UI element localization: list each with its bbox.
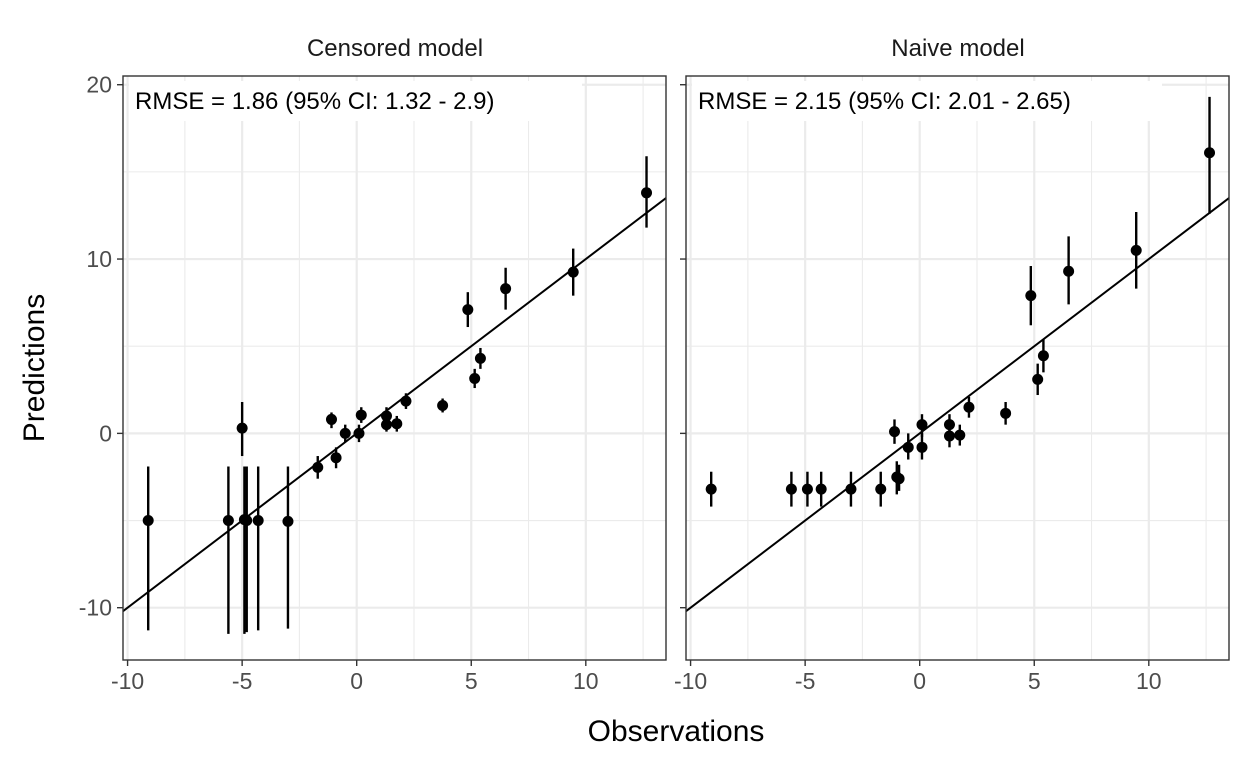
x-axis-title: Observations — [588, 715, 765, 748]
data-point — [391, 418, 403, 430]
data-point — [339, 427, 351, 439]
y-axis-title: Predictions — [18, 294, 51, 442]
data-point — [1025, 290, 1037, 302]
rmse-annotation: RMSE = 2.15 (95% CI: 2.01 - 2.65) — [698, 88, 1071, 115]
identity-line — [685, 197, 1230, 612]
x-tick-label: 0 — [350, 668, 363, 694]
data-point — [902, 441, 914, 453]
data-point — [943, 430, 955, 442]
data-point — [222, 515, 234, 527]
panel-censored-model: Censored model RMSE = 1.86 (95% CI: 1.32… — [79, 35, 667, 694]
data-point — [380, 419, 392, 431]
x-tick-label: 0 — [913, 668, 926, 694]
data-point — [641, 187, 653, 199]
data-point — [469, 372, 481, 384]
data-point — [916, 441, 928, 453]
y-tick-label: 10 — [86, 246, 112, 272]
data-point — [888, 426, 900, 438]
x-tick-label: -10 — [674, 668, 707, 694]
data-marks — [685, 96, 1230, 612]
data-point — [916, 419, 928, 431]
data-point — [801, 483, 813, 495]
annotation-background — [692, 81, 1162, 121]
data-point — [1037, 350, 1049, 362]
data-point — [325, 413, 337, 425]
data-point — [875, 483, 887, 495]
data-point — [1204, 147, 1216, 159]
data-point — [312, 461, 324, 473]
rmse-annotation: RMSE = 1.86 (95% CI: 1.32 - 2.9) — [135, 88, 495, 115]
x-tick-label: 10 — [1136, 668, 1162, 694]
x-tick-label: -10 — [111, 668, 144, 694]
y-tick-label: 0 — [99, 420, 112, 446]
data-point — [353, 427, 365, 439]
data-point — [474, 352, 486, 364]
data-point — [1063, 265, 1075, 277]
panel-title: Censored model — [307, 35, 483, 62]
y-tick-label: -10 — [79, 595, 112, 621]
data-point — [380, 410, 392, 422]
panel-border — [122, 75, 667, 661]
data-point — [705, 483, 717, 495]
data-point — [500, 283, 512, 295]
panel-naive-model: Naive model RMSE = 2.15 (95% CI: 2.01 - … — [674, 35, 1230, 694]
data-point — [1000, 407, 1012, 419]
axis-ticks: -10 -5 0 5 10 — [674, 84, 1162, 694]
data-marks — [122, 156, 667, 634]
data-point — [954, 429, 966, 441]
data-point — [142, 515, 154, 527]
x-tick-label: -5 — [795, 668, 815, 694]
data-point — [567, 266, 579, 278]
data-point — [893, 473, 905, 485]
data-point — [282, 515, 294, 527]
axis-ticks: -10 -5 0 5 10 -10 0 10 20 — [79, 72, 599, 694]
x-tick-label: -5 — [232, 668, 252, 694]
data-point — [355, 409, 367, 421]
x-tick-label: 5 — [1028, 668, 1041, 694]
data-point — [1130, 244, 1142, 256]
data-point — [1032, 373, 1044, 385]
data-point — [963, 401, 975, 413]
data-point — [462, 304, 474, 316]
panel-title: Naive model — [891, 35, 1024, 62]
data-point — [437, 399, 449, 411]
data-point — [785, 483, 797, 495]
panel-border — [685, 75, 1230, 661]
x-tick-label: 10 — [573, 668, 599, 694]
data-point — [236, 422, 248, 434]
data-point — [815, 483, 827, 495]
grid — [686, 76, 1229, 660]
data-point — [330, 452, 342, 464]
grid — [123, 76, 666, 660]
identity-line — [122, 197, 667, 612]
data-point — [845, 483, 857, 495]
data-point — [241, 515, 253, 527]
data-point — [400, 395, 412, 407]
data-point — [252, 515, 264, 527]
x-tick-label: 5 — [465, 668, 478, 694]
annotation-background — [129, 81, 582, 121]
y-tick-label: 20 — [86, 72, 112, 98]
